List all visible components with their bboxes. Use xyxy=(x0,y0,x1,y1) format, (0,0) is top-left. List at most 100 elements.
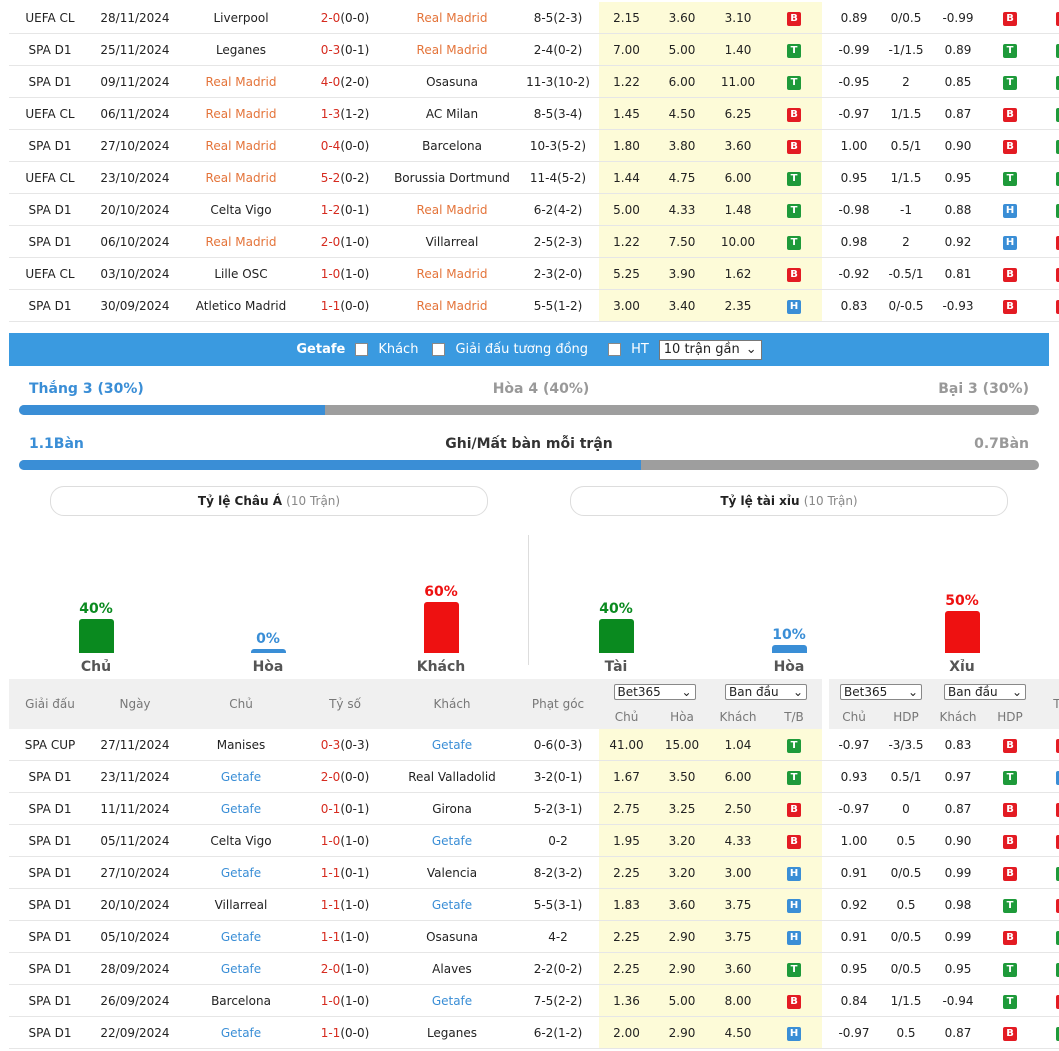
odds-type-select-1-value: Ban đầu xyxy=(729,684,779,699)
table-row[interactable]: SPA D1 25/11/2024 Leganes 0-3(0-1) Real Madr… xyxy=(9,33,1059,66)
half-time-score: (0-1) xyxy=(340,801,370,816)
over-under-badge: T xyxy=(1056,866,1059,881)
corner-count: 10-3(5-2) xyxy=(529,138,587,153)
corner-count: 6-2(1-2) xyxy=(533,1025,583,1040)
table-row[interactable]: SPA D1 23/11/2024 Getafe 2-0(0-0) Real Valla… xyxy=(9,760,1059,793)
table-row[interactable]: SPA D1 20/10/2024 Villarreal 1-1(1-0) Getafe… xyxy=(9,888,1059,921)
same-league-checkbox-label[interactable]: Giải đấu tương đồng xyxy=(455,342,589,357)
odds-type-select-2[interactable]: Ban đầu ⌄ xyxy=(944,683,1026,700)
match-date: 23/10/2024 xyxy=(100,170,170,185)
header-ah-home: Chủ xyxy=(829,704,879,729)
league-name: SPA D1 xyxy=(28,298,72,313)
bookmaker-select-2-value: Bet365 xyxy=(844,684,888,699)
ht-checkbox[interactable] xyxy=(608,343,622,356)
header-corner: Phạt góc xyxy=(517,679,599,729)
odds-draw: 15.00 xyxy=(664,737,700,752)
chevron-down-icon: ⌄ xyxy=(907,684,918,699)
bookmaker-select-1[interactable]: Bet365 ⌄ xyxy=(613,683,696,700)
table-row[interactable]: SPA D1 27/10/2024 Getafe 1-1(0-1) Valencia 8-… xyxy=(9,856,1059,889)
handicap-result-badge: T xyxy=(1003,770,1017,785)
home-team: Leganes xyxy=(215,42,267,57)
table-row[interactable]: SPA D1 05/10/2024 Getafe 1-1(1-0) Osasuna 4-2… xyxy=(9,920,1059,953)
corner-count: 8-5(2-3) xyxy=(533,10,583,25)
odds-draw: 3.80 xyxy=(668,138,696,153)
home-team: Getafe xyxy=(220,769,262,784)
away-checkbox[interactable] xyxy=(355,343,369,356)
half-time-score: (1-2) xyxy=(340,106,370,121)
result-badge: T xyxy=(787,235,801,250)
league-name: SPA D1 xyxy=(28,897,72,912)
draw-count: Hòa 4 (40%) xyxy=(492,381,590,397)
odds-away: 10.00 xyxy=(720,234,756,249)
odds-away: 3.75 xyxy=(724,929,752,944)
header-odds-home: Chủ xyxy=(599,704,654,729)
handicap-result-badge: B xyxy=(1003,866,1017,881)
ah-home-odds: -0.97 xyxy=(838,737,870,752)
result-bar xyxy=(19,405,1039,415)
odds-away: 3.10 xyxy=(724,10,752,25)
table-row[interactable]: SPA D1 11/11/2024 Getafe 0-1(0-1) Girona 5-2(… xyxy=(9,792,1059,825)
corner-count: 2-4(0-2) xyxy=(533,42,583,57)
home-team: Barcelona xyxy=(211,993,271,1008)
half-time-score: (2-0) xyxy=(340,74,370,89)
table-row[interactable]: SPA D1 26/09/2024 Barcelona 1-0(1-0) Getafe 7… xyxy=(9,984,1059,1017)
away-checkbox-label[interactable]: Khách xyxy=(378,342,419,357)
table-row[interactable]: SPA D1 05/11/2024 Celta Vigo 1-0(1-0) Getafe… xyxy=(9,824,1059,857)
table-row[interactable]: SPA D1 22/09/2024 Getafe 1-1(0-0) Leganes 6-2… xyxy=(9,1016,1059,1049)
table-row[interactable]: SPA D1 20/10/2024 Celta Vigo 1-2(0-1) Real M… xyxy=(9,193,1059,226)
table-row[interactable]: SPA D1 30/09/2024 Atletico Madrid 1-1(0-0) R… xyxy=(9,289,1059,322)
odds-type-select-1[interactable]: Ban đầu ⌄ xyxy=(725,683,807,700)
ah-home-odds: -0.97 xyxy=(838,106,870,121)
ah-home-odds: 0.92 xyxy=(840,897,868,912)
table-row[interactable]: SPA D1 27/10/2024 Real Madrid 0-4(0-0) Barce… xyxy=(9,129,1059,162)
result-badge: T xyxy=(787,738,801,753)
ah-away-odds: -0.93 xyxy=(942,298,974,313)
odds-away: 3.75 xyxy=(724,897,752,912)
match-date: 06/10/2024 xyxy=(100,234,170,249)
full-time-score: 5-2 xyxy=(320,170,341,185)
over-under-badge: T xyxy=(1056,107,1059,122)
half-time-score: (0-1) xyxy=(340,865,370,880)
table-row[interactable]: SPA CUP 27/11/2024 Manises 0-3(0-3) Getafe 0-… xyxy=(9,729,1059,761)
result-badge: H xyxy=(787,299,801,314)
result-badge: H xyxy=(787,930,801,945)
match-date: 05/10/2024 xyxy=(100,929,170,944)
table-row[interactable]: SPA D1 28/09/2024 Getafe 2-0(1-0) Alaves 2-2(… xyxy=(9,952,1059,985)
half-time-score: (0-0) xyxy=(340,769,370,784)
full-time-score: 1-1 xyxy=(320,865,341,880)
percentage-bar xyxy=(598,619,634,653)
corner-count: 0-6(0-3) xyxy=(533,737,583,752)
match-count-select[interactable]: 10 trận gần ⌄ xyxy=(658,339,762,360)
odds-away: 8.00 xyxy=(724,993,752,1008)
loss-count: Bại 3 (30%) xyxy=(938,381,1029,397)
odds-away: 6.00 xyxy=(724,769,752,784)
same-league-checkbox[interactable] xyxy=(432,343,446,356)
table-row[interactable]: UEFA CL 28/11/2024 Liverpool 2-0(0-0) Real M… xyxy=(9,2,1059,34)
table-row[interactable]: UEFA CL 23/10/2024 Real Madrid 5-2(0-2) Boru… xyxy=(9,161,1059,194)
ou-subtitle: (10 Trận) xyxy=(803,494,858,508)
handicap-line: 0/-0.5 xyxy=(888,298,924,313)
chevron-down-icon: ⌄ xyxy=(745,341,757,357)
bookmaker-select-2[interactable]: Bet365 ⌄ xyxy=(840,683,922,700)
odds-home: 1.67 xyxy=(613,769,640,784)
table-row[interactable]: UEFA CL 03/10/2024 Lille OSC 1-0(1-0) Real M… xyxy=(9,257,1059,290)
odds-away: 1.48 xyxy=(724,202,752,217)
half-time-score: (1-0) xyxy=(340,234,370,249)
table-row[interactable]: UEFA CL 06/11/2024 Real Madrid 1-3(1-2) AC M… xyxy=(9,97,1059,130)
league-name: SPA D1 xyxy=(28,769,72,784)
overunder-column: 40% Tài xyxy=(586,601,646,675)
result-badge: T xyxy=(787,203,801,218)
header-hdp: HDP xyxy=(879,704,933,729)
table-row[interactable]: SPA D1 09/11/2024 Real Madrid 4-0(2-0) Osasu… xyxy=(9,65,1059,98)
handicap-line: 0.5 xyxy=(896,897,916,912)
league-name: SPA D1 xyxy=(28,42,72,57)
table-row[interactable]: SPA D1 06/10/2024 Real Madrid 2-0(1-0) Villa… xyxy=(9,225,1059,258)
handicap-line: 0/0.5 xyxy=(890,10,922,25)
odds-home: 2.25 xyxy=(613,929,640,944)
full-time-score: 0-1 xyxy=(320,801,341,816)
ht-checkbox-label[interactable]: HT xyxy=(631,342,649,357)
over-under-badge: T xyxy=(1056,75,1059,90)
away-team: Real Madrid xyxy=(416,10,488,25)
header-tb: T/B xyxy=(766,704,822,729)
half-time-score: (0-1) xyxy=(340,202,370,217)
